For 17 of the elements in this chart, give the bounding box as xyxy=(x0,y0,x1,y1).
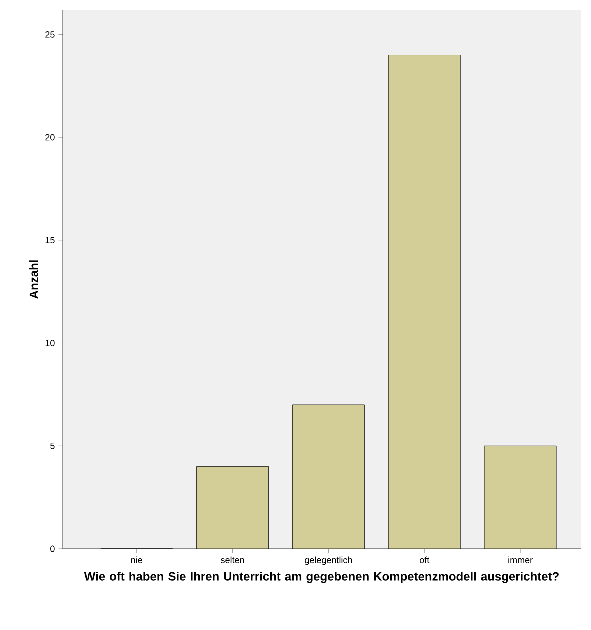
bar xyxy=(484,446,557,549)
y-tick-label: 25 xyxy=(46,32,55,38)
y-tick-label: 10 xyxy=(46,340,55,346)
bar xyxy=(292,404,365,549)
x-axis-title: Wie oft haben Sie Ihren Unterricht am gegebenen Kompetenzmodell ausgerichtet? xyxy=(84,572,559,584)
y-tick-label: 20 xyxy=(46,134,55,141)
y-axis-title: Anzahl xyxy=(30,260,38,299)
x-tick-label: immer xyxy=(508,556,533,564)
bar xyxy=(196,466,269,549)
x-tick-label: selten xyxy=(221,556,244,564)
bar xyxy=(388,55,461,549)
x-tick-label: nie xyxy=(131,556,142,564)
x-tick-label: oft xyxy=(420,556,430,564)
y-tick-label: 15 xyxy=(46,237,55,244)
y-tick-label: 5 xyxy=(50,442,55,450)
y-tick-label: 0 xyxy=(50,546,55,552)
x-tick-label: gelegentlich xyxy=(305,556,352,566)
